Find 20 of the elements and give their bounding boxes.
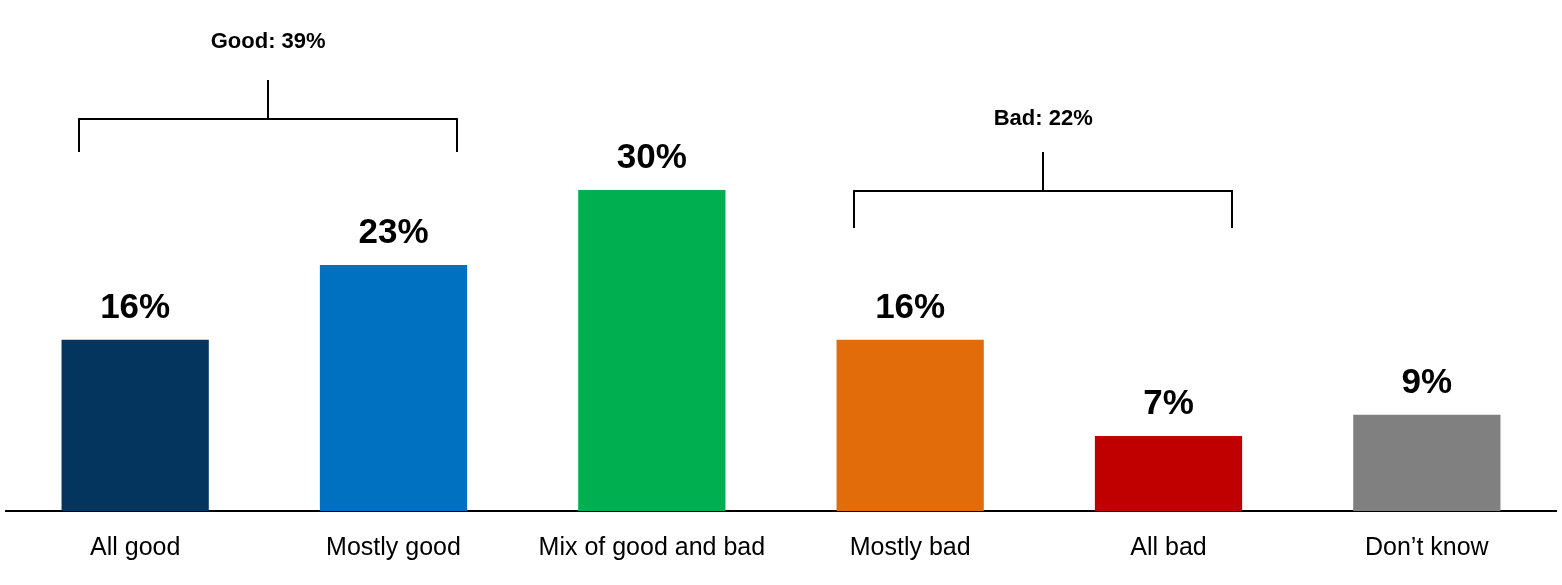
text: Good: 39% bbox=[209, 28, 327, 54]
data-label: 9% bbox=[1401, 360, 1453, 400]
text: Bad: 22% bbox=[992, 105, 1094, 131]
x-tick-label: All bad bbox=[1130, 531, 1207, 560]
x-tick-label: Mix of good and bad bbox=[538, 531, 766, 560]
x-tick-label: Mostly bad bbox=[849, 531, 971, 560]
x-tick-label: Don’t know bbox=[1365, 531, 1490, 560]
x-tick-label: Mostly good bbox=[326, 531, 461, 560]
bar bbox=[61, 339, 209, 511]
bar bbox=[1094, 436, 1243, 511]
data-label: 30% bbox=[616, 136, 687, 176]
data-label: 16% bbox=[875, 285, 946, 325]
data-label: 16% bbox=[100, 285, 171, 325]
data-label: 7% bbox=[1143, 382, 1194, 422]
bar bbox=[319, 264, 468, 511]
bar bbox=[1353, 414, 1501, 511]
data-label: 23% bbox=[358, 211, 429, 251]
x-tick-label: All good bbox=[89, 531, 181, 560]
bar bbox=[578, 190, 726, 511]
bar bbox=[836, 339, 984, 511]
